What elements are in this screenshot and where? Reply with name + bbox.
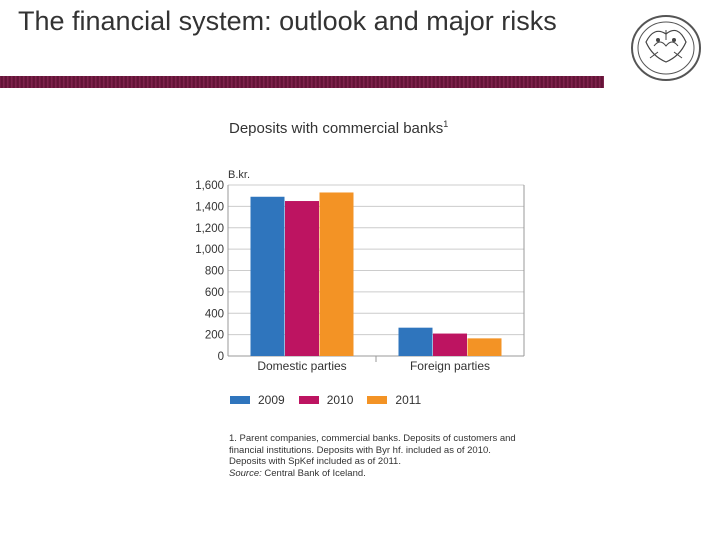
y-tick-label: 0 bbox=[218, 351, 224, 363]
y-tick-label: 600 bbox=[205, 287, 224, 299]
y-tick-label: 800 bbox=[205, 266, 224, 278]
y-tick-label: 1,600 bbox=[195, 180, 224, 192]
chart-legend: 2009 2010 2011 bbox=[230, 393, 421, 407]
y-tick-label: 400 bbox=[205, 308, 224, 320]
legend-label-2011: 2011 bbox=[395, 393, 422, 407]
bar-2010-domestic-parties bbox=[285, 201, 319, 356]
chart-title-footnote-marker: 1 bbox=[443, 119, 449, 129]
legend-item-2009: 2009 bbox=[230, 393, 285, 407]
bar-2009-foreign-parties bbox=[398, 327, 433, 356]
y-axis-unit-label: B.kr. bbox=[228, 169, 250, 181]
chart-title: Deposits with commercial banks1 bbox=[229, 119, 448, 137]
central-bank-seal-logo bbox=[631, 15, 701, 81]
footnote-line: 1. Parent companies, commercial banks. D… bbox=[229, 433, 516, 444]
y-tick-label: 1,400 bbox=[195, 201, 224, 213]
source-text: Central Bank of Iceland. bbox=[261, 467, 366, 479]
y-tick-label: 1,200 bbox=[195, 223, 224, 235]
legend-label-2009: 2009 bbox=[258, 393, 285, 407]
footnote-line: financial institutions. Deposits with By… bbox=[229, 444, 491, 456]
y-tick-label: 200 bbox=[205, 330, 224, 342]
title-underline-bar bbox=[0, 76, 604, 88]
legend-swatch-2011 bbox=[367, 396, 388, 404]
legend-swatch-2009 bbox=[230, 396, 250, 404]
legend-item-2011: 2011 bbox=[367, 393, 421, 407]
y-tick-label: 1,000 bbox=[195, 244, 224, 256]
x-category-label: Domestic parties bbox=[257, 359, 346, 373]
bar-2010-foreign-parties bbox=[433, 333, 467, 356]
legend-swatch-2010 bbox=[298, 396, 319, 404]
x-category-label: Foreign parties bbox=[410, 359, 490, 373]
footnote-line: Deposits with SpKef included as of 2011. bbox=[229, 456, 401, 467]
source-label: Source: bbox=[229, 467, 262, 479]
legend-label-2010: 2010 bbox=[326, 393, 354, 407]
bar-2009-domestic-parties bbox=[250, 196, 285, 356]
legend-item-2010: 2010 bbox=[298, 393, 354, 407]
bar-2011-domestic-parties bbox=[319, 192, 354, 356]
bar-chart: B.kr. 1,600 1,400 1,200 1,000 800 600 400 200 0 Do… bbox=[195, 169, 525, 373]
chart-footnote: 1. Parent companies, commercial banks. D… bbox=[229, 433, 529, 479]
chart-title-text: Deposits with commercial banks bbox=[229, 120, 444, 137]
bar-2011-foreign-parties bbox=[467, 338, 502, 356]
slide-title: The financial system: outlook and major … bbox=[18, 6, 557, 36]
footnote-source: Source: Central Bank of Iceland. bbox=[229, 468, 529, 480]
